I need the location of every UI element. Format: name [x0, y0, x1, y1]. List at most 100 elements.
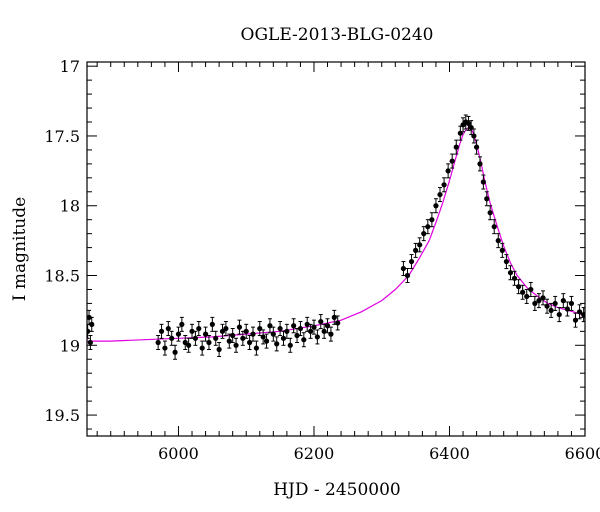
data-point [189, 323, 195, 339]
data-point [196, 321, 202, 337]
point-marker [202, 331, 209, 337]
point-marker [437, 191, 443, 198]
point-marker [544, 303, 550, 309]
model-curve [87, 126, 585, 342]
data-point [155, 335, 161, 350]
point-marker [421, 231, 427, 237]
data-point [307, 323, 314, 339]
data-point [216, 341, 222, 357]
data-point [287, 337, 293, 353]
data-point [491, 219, 497, 235]
point-marker [287, 342, 293, 348]
plot-frame [86, 61, 586, 437]
point-marker [524, 293, 530, 300]
x-axis-label: HJD - 2450000 [273, 480, 401, 500]
x-tick-label: 6000 [158, 444, 199, 463]
point-marker [250, 331, 256, 337]
y-tick-label: 19.5 [44, 406, 80, 425]
data-point [433, 198, 439, 214]
data-point [408, 254, 415, 270]
y-tick-label: 17 [60, 57, 80, 76]
point-marker [291, 323, 297, 329]
point-marker [404, 272, 411, 279]
data-point [158, 323, 165, 339]
point-marker [216, 346, 222, 353]
data-point [465, 115, 472, 131]
data-point [544, 298, 550, 314]
data-point [400, 261, 407, 277]
point-marker [162, 345, 168, 351]
point-marker [453, 144, 459, 150]
point-marker [528, 286, 534, 293]
data-point [507, 265, 514, 281]
point-marker [311, 324, 317, 330]
point-marker [186, 342, 192, 348]
point-marker [445, 168, 451, 174]
data-point [576, 304, 583, 320]
data-point [572, 312, 579, 328]
data-point [169, 330, 175, 346]
data-point [568, 295, 575, 311]
point-marker [199, 345, 205, 351]
data-point [202, 326, 209, 342]
point-marker [581, 311, 585, 318]
data-point [473, 139, 480, 155]
data-point [536, 293, 542, 309]
data-point [172, 344, 178, 360]
data-point [186, 337, 192, 353]
point-marker [301, 337, 307, 343]
data-point [449, 153, 455, 169]
point-marker [520, 289, 526, 295]
data-point [199, 340, 205, 356]
point-marker [324, 323, 331, 329]
chart-title: OGLE-2013-BLG-0240 [241, 25, 434, 45]
data-point [499, 242, 505, 258]
data-point [480, 174, 486, 190]
point-marker [495, 238, 501, 244]
point-marker [321, 328, 327, 334]
data-point [425, 219, 431, 235]
data-point [487, 205, 493, 221]
data-point [247, 335, 253, 350]
point-marker [318, 318, 324, 325]
point-marker [331, 314, 337, 320]
y-tick-label: 18 [60, 197, 80, 216]
point-marker [172, 349, 178, 355]
point-marker [158, 328, 165, 334]
point-marker [503, 258, 510, 265]
point-marker [335, 320, 341, 326]
data-point [511, 270, 518, 286]
x-tick-label: 6600 [565, 444, 600, 463]
point-marker [441, 182, 447, 188]
data-point [230, 328, 236, 344]
data-point [318, 314, 324, 330]
data-point [226, 333, 232, 349]
data-point [477, 156, 483, 172]
point-marker [240, 335, 246, 341]
point-marker [328, 331, 334, 337]
point-marker [560, 298, 566, 304]
data-point [162, 340, 168, 356]
data-point [260, 329, 266, 345]
point-marker [213, 335, 219, 341]
point-marker [425, 224, 431, 230]
point-marker [408, 258, 415, 265]
point-marker [473, 144, 480, 150]
point-marker [532, 300, 538, 307]
data-point [236, 319, 243, 335]
data-point [257, 321, 263, 337]
point-marker [477, 161, 483, 167]
point-marker [206, 339, 212, 346]
point-marker [540, 295, 546, 301]
point-marker [576, 309, 583, 315]
data-point [87, 335, 93, 350]
data-point [548, 302, 554, 318]
data-point [284, 323, 290, 339]
data-point [552, 295, 558, 311]
point-marker [247, 339, 253, 346]
data-point [206, 335, 212, 350]
point-marker [511, 275, 518, 281]
point-marker [223, 325, 229, 332]
point-marker [155, 339, 161, 346]
data-point [520, 284, 526, 300]
